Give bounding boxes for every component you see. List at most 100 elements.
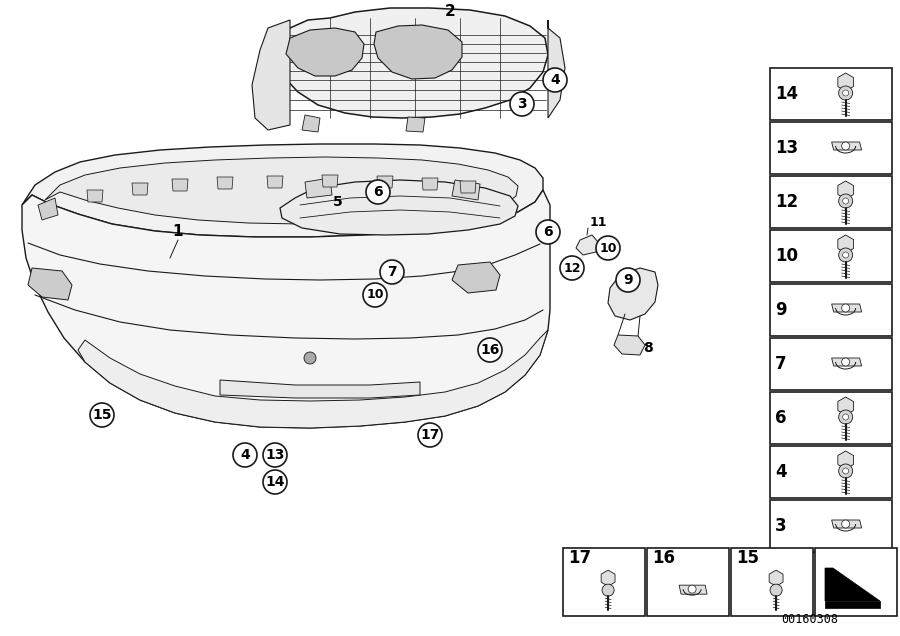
Polygon shape — [172, 179, 188, 191]
Polygon shape — [276, 8, 548, 118]
Bar — [770, 122, 892, 174]
Circle shape — [418, 423, 442, 447]
Polygon shape — [838, 397, 853, 415]
Text: 13: 13 — [266, 448, 284, 462]
Text: 12: 12 — [775, 193, 798, 211]
Polygon shape — [825, 568, 880, 601]
Text: 17: 17 — [420, 428, 440, 442]
Polygon shape — [460, 181, 476, 193]
Bar — [770, 500, 892, 552]
Circle shape — [839, 86, 852, 100]
Polygon shape — [452, 180, 480, 200]
Bar — [770, 392, 892, 444]
Polygon shape — [832, 304, 861, 312]
Text: 12: 12 — [563, 261, 580, 275]
Polygon shape — [322, 175, 338, 187]
Text: 1: 1 — [173, 225, 184, 240]
Polygon shape — [220, 380, 420, 398]
Bar — [770, 230, 892, 282]
Text: 5: 5 — [333, 195, 343, 209]
Text: 15: 15 — [736, 549, 759, 567]
Circle shape — [842, 414, 849, 420]
Polygon shape — [576, 235, 598, 255]
Circle shape — [616, 268, 640, 292]
Bar — [815, 548, 897, 616]
Polygon shape — [22, 190, 550, 428]
Circle shape — [842, 90, 849, 96]
Circle shape — [842, 358, 850, 366]
Text: 7: 7 — [775, 355, 787, 373]
Text: 10: 10 — [599, 242, 616, 254]
Polygon shape — [252, 20, 290, 130]
Circle shape — [304, 352, 316, 364]
Polygon shape — [280, 180, 518, 235]
Polygon shape — [422, 178, 438, 190]
Bar — [563, 548, 645, 616]
Polygon shape — [832, 520, 861, 528]
Circle shape — [536, 220, 560, 244]
Circle shape — [842, 252, 849, 258]
Polygon shape — [217, 177, 233, 189]
Text: 4: 4 — [775, 463, 787, 481]
Text: 4: 4 — [550, 73, 560, 87]
Circle shape — [366, 180, 390, 204]
Polygon shape — [452, 262, 500, 293]
Circle shape — [233, 443, 257, 467]
Polygon shape — [601, 570, 615, 586]
Bar — [647, 548, 729, 616]
Polygon shape — [825, 601, 880, 608]
Text: 3: 3 — [775, 517, 787, 535]
Circle shape — [478, 338, 502, 362]
Polygon shape — [87, 190, 103, 202]
Circle shape — [839, 410, 852, 424]
Text: 11: 11 — [590, 216, 607, 228]
Text: 10: 10 — [775, 247, 798, 265]
Polygon shape — [406, 117, 425, 132]
Circle shape — [842, 142, 850, 150]
Circle shape — [839, 194, 852, 208]
Bar — [770, 68, 892, 120]
Circle shape — [839, 464, 852, 478]
Polygon shape — [680, 585, 707, 594]
Text: 7: 7 — [387, 265, 397, 279]
Polygon shape — [832, 142, 861, 150]
Polygon shape — [374, 25, 462, 79]
Circle shape — [602, 584, 614, 596]
Text: 9: 9 — [775, 301, 787, 319]
Bar — [770, 446, 892, 498]
Polygon shape — [548, 20, 565, 118]
Polygon shape — [838, 73, 853, 91]
Circle shape — [842, 468, 849, 474]
Text: 2: 2 — [445, 4, 455, 20]
Text: 9: 9 — [623, 273, 633, 287]
Polygon shape — [132, 183, 148, 195]
Text: 15: 15 — [92, 408, 112, 422]
Text: 17: 17 — [568, 549, 591, 567]
Circle shape — [263, 443, 287, 467]
Circle shape — [596, 236, 620, 260]
Polygon shape — [38, 198, 58, 220]
Polygon shape — [832, 358, 861, 366]
Circle shape — [770, 584, 782, 596]
Text: 4: 4 — [240, 448, 250, 462]
Circle shape — [688, 585, 696, 593]
Circle shape — [842, 304, 850, 312]
Text: 6: 6 — [374, 185, 382, 199]
Text: 13: 13 — [775, 139, 798, 157]
Polygon shape — [45, 157, 518, 224]
Text: 10: 10 — [366, 289, 383, 301]
Polygon shape — [614, 335, 645, 355]
Polygon shape — [28, 268, 72, 300]
Text: 00160308: 00160308 — [781, 613, 839, 626]
Polygon shape — [305, 178, 332, 198]
Circle shape — [543, 68, 567, 92]
Circle shape — [363, 283, 387, 307]
Polygon shape — [377, 176, 393, 188]
Polygon shape — [838, 451, 853, 469]
Circle shape — [560, 256, 584, 280]
Text: 8: 8 — [644, 341, 652, 355]
Circle shape — [842, 520, 850, 528]
Circle shape — [263, 470, 287, 494]
Polygon shape — [302, 115, 320, 132]
Polygon shape — [838, 181, 853, 199]
